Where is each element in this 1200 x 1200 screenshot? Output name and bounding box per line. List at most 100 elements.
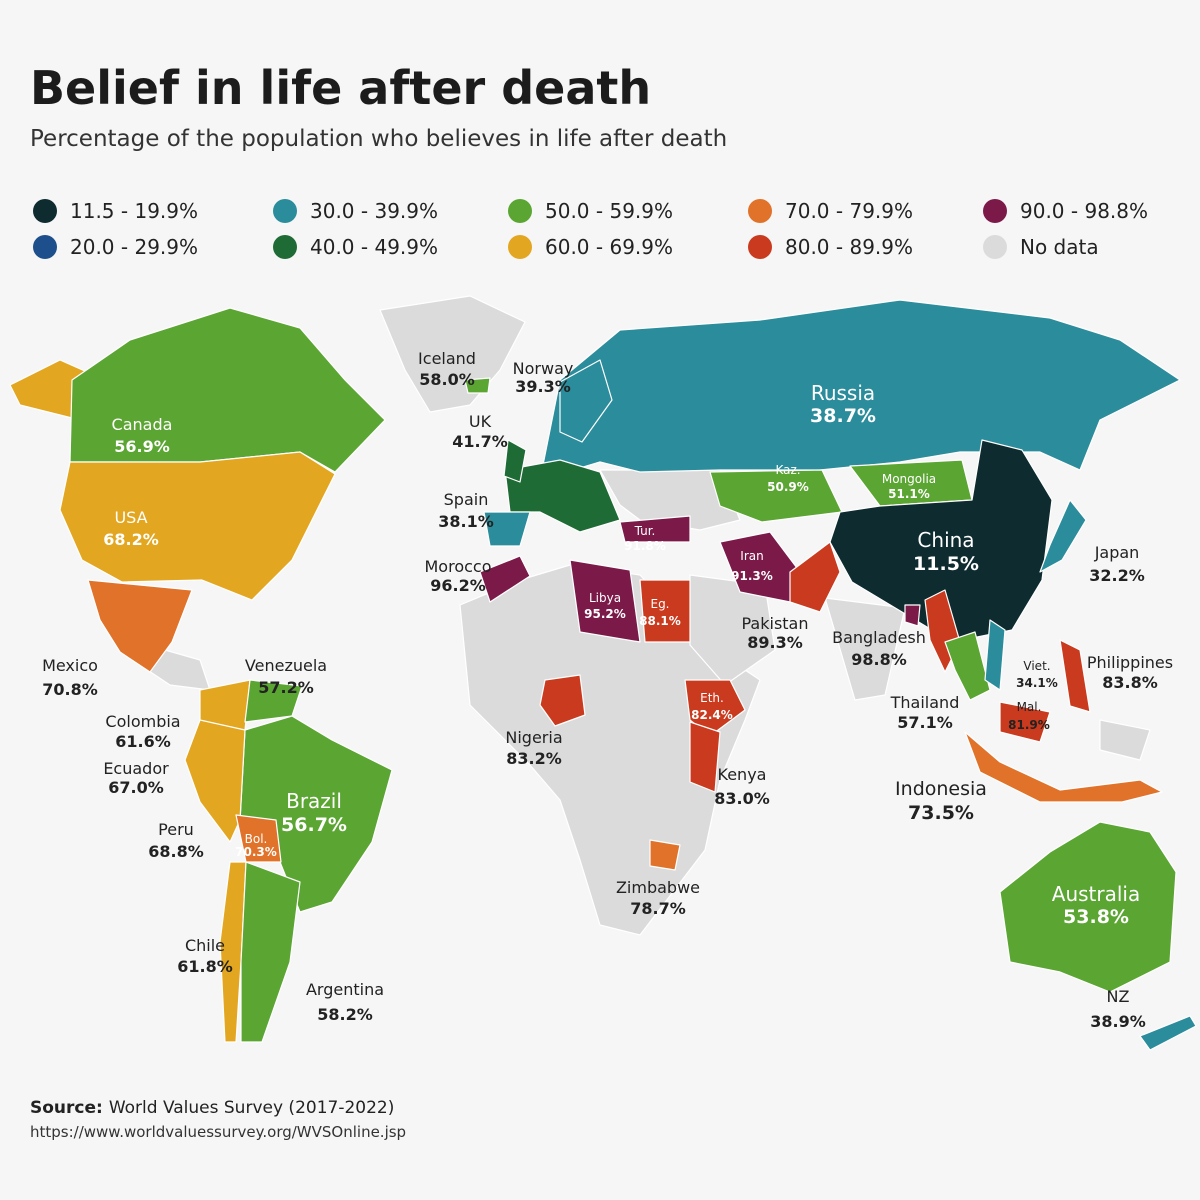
country-value: 32.2% [1089,566,1145,585]
country-name: Japan [1094,543,1140,562]
zimbabwe [649,839,681,871]
country-value: 38.9% [1090,1012,1146,1031]
malaysia [999,701,1051,743]
mexico [87,579,193,673]
country-value: 83.2% [506,749,562,768]
country-name: Eg. [650,597,669,611]
country-value: 68.8% [148,842,204,861]
legend-label: 30.0 - 39.9% [310,199,438,223]
country-name: Zimbabwe [616,878,700,897]
legend-swatch [508,235,532,259]
legend-swatch [33,199,57,223]
nigeria [539,674,586,727]
country-name: USA [114,508,147,527]
bangladesh [904,604,921,627]
country-value: 83.8% [1102,673,1158,692]
source-url: https://www.worldvaluessurvey.org/WVSOnl… [30,1123,406,1141]
philippines [1059,639,1091,713]
country-name: Kenya [718,765,767,784]
country-name: Thailand [890,693,960,712]
uk [503,439,527,483]
subtitle: Percentage of the population who believe… [30,126,727,152]
japan [1039,499,1087,573]
country-value: 78.7% [630,899,686,918]
country-name: Canada [112,415,173,434]
legend-label: 70.0 - 79.9% [785,199,913,223]
turkey [619,515,691,543]
country-name: Chile [185,936,225,955]
country-name: Eth. [700,691,724,705]
ethiopia [684,679,746,737]
bolivia [235,814,282,863]
country-value: 91.3% [731,569,773,583]
country-value: 50.9% [767,480,809,494]
legend-label: 60.0 - 69.9% [545,235,673,259]
iceland [464,377,491,394]
country-value: 68.2% [103,530,159,549]
country-name: Iran [740,549,763,563]
country-value: 41.7% [452,432,508,451]
legend-swatch [273,235,297,259]
country-value: 88.1% [639,614,681,628]
country-value: 38.1% [438,512,494,531]
legend-label: 50.0 - 59.9% [545,199,673,223]
country-name: Argentina [306,980,384,999]
pakistan [789,541,841,613]
morocco [479,555,531,603]
country-name: UK [469,412,492,431]
country-name: Mexico [42,656,98,675]
legend-label: 11.5 - 19.9% [70,199,198,223]
country-value: 53.8% [1063,906,1129,928]
country-name: Nigeria [505,728,562,747]
peru-ecuador [184,719,246,843]
country-name: Indonesia [895,778,987,800]
usa [59,451,336,601]
spain [483,511,531,547]
country-name: Norway [513,359,574,378]
country-name: Russia [811,381,875,405]
country-name: Mal. [1017,700,1042,714]
country-name: Tur. [634,524,656,538]
norway [559,359,613,443]
country-value: 82.4% [691,708,733,722]
country-name: Philippines [1087,653,1173,672]
country-name: Australia [1052,882,1140,906]
vietnam [984,619,1006,691]
country-value: 34.1% [1016,676,1058,690]
legend-swatch [33,235,57,259]
country-value: 11.5% [913,553,979,575]
country-value: 96.2% [430,576,486,595]
source-label: Source: [30,1098,103,1118]
legend-swatch [508,199,532,223]
country-value: 95.2% [584,607,626,621]
country-name: Morocco [425,557,492,576]
country-value: 57.2% [258,678,314,697]
country-name: Spain [444,490,489,509]
legend-swatch [748,235,772,259]
legend-swatch [748,199,772,223]
source-text: World Values Survey (2017-2022) [109,1098,395,1118]
kenya [689,721,721,793]
country-name: Colombia [105,712,180,731]
australia [999,821,1177,993]
country-value: 98.8% [851,650,907,669]
country-name: Peru [158,820,194,839]
china [829,439,1053,643]
country-value: 56.9% [114,437,170,456]
country-value: 81.9% [1008,718,1050,732]
title: Belief in life after death [30,61,651,115]
libya [569,559,641,643]
legend-label: No data [1020,235,1099,259]
country-name: Venezuela [245,656,327,675]
source: Source: World Values Survey (2017-2022) [30,1098,394,1118]
country-name: China [917,528,974,552]
country-name: NZ [1107,987,1130,1006]
legend-label: 90.0 - 98.8% [1020,199,1148,223]
argentina [240,861,301,1043]
country-value: 58.0% [419,370,475,389]
country-value: 67.0% [108,778,164,797]
russia [539,299,1181,481]
thailand [944,631,991,701]
